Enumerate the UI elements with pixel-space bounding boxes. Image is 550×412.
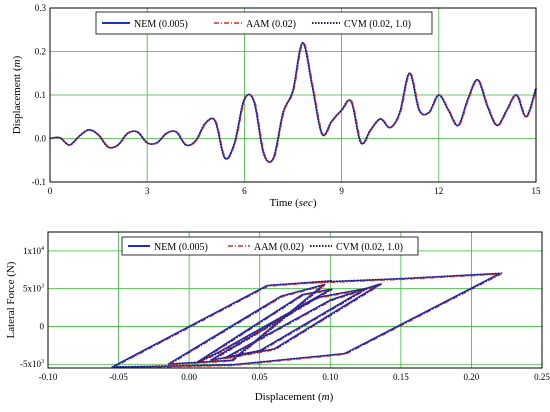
x-tick-label: 0.25 — [534, 372, 550, 382]
y-tick-label: 0 — [40, 321, 45, 331]
y-tick-labels: -5x103 0 5x103 1x104 — [20, 246, 45, 369]
x-axis-label: Time (sec) — [270, 197, 317, 209]
legend-box — [121, 236, 419, 256]
series-line — [49, 41, 537, 164]
legend-label-cvm: CVM (0.02, 1.0) — [336, 242, 403, 253]
legend-label-aam: AAM (0.02) — [254, 242, 304, 253]
x-tick-label: 0.05 — [252, 372, 268, 382]
legend-label-aam: AAM (0.02) — [246, 19, 296, 30]
x-tick-label: 0.15 — [393, 372, 409, 382]
x-tick-label: 0.00 — [181, 372, 197, 382]
series-group — [113, 272, 503, 368]
x-tick-label: 12 — [434, 186, 443, 196]
x-axis-label: Displacement (m) — [255, 391, 334, 403]
inner-loop — [198, 288, 334, 363]
x-tick-label: 3 — [145, 186, 150, 196]
y-tick-label: 1x104 — [23, 246, 44, 256]
x-tick-label: -0.10 — [39, 372, 58, 382]
y-tick-label: 0.0 — [35, 134, 47, 144]
inner-loop — [168, 284, 326, 366]
y-tick-label: -0.1 — [32, 177, 46, 187]
inner-loop — [212, 287, 369, 361]
outer-loop — [113, 272, 503, 368]
y-tick-label: 0.3 — [35, 3, 47, 13]
x-tick-labels: -0.10 -0.05 0.00 0.05 0.10 0.15 0.20 0.25 — [39, 372, 550, 382]
inner-loop — [167, 284, 324, 365]
y-tick-label: -5x103 — [20, 359, 44, 369]
x-tick-label: 0.10 — [322, 372, 338, 382]
x-tick-labels: 0 3 6 9 12 15 — [48, 186, 541, 196]
outer-loop — [111, 272, 501, 368]
y-tick-labels: -0.1 0.0 0.1 0.2 0.3 — [32, 3, 47, 187]
legend-box — [95, 11, 433, 35]
legend-label-cvm: CVM (0.02, 1.0) — [344, 19, 411, 30]
series-line — [49, 42, 537, 163]
series-group — [111, 272, 501, 368]
x-tick-label: 0 — [48, 186, 53, 196]
x-tick-label: 6 — [242, 186, 247, 196]
y-axis-label: Lateral Force (N) — [5, 261, 17, 338]
legend-label-nem: NEM (0.005) — [134, 19, 188, 30]
y-tick-label: 0.1 — [35, 90, 46, 100]
series-line — [50, 42, 538, 163]
plot-frame — [49, 7, 537, 183]
displacement-time-chart: 0 3 6 9 12 15 -0.1 0.0 0.1 0.2 0.3 Time (sec) Dis… — [11, 3, 541, 209]
x-tick-label: 9 — [339, 186, 344, 196]
legend: NEM (0.005) AAM (0.02) CVM (0.02, 1.0) — [121, 236, 419, 256]
y-tick-label: 5x103 — [23, 284, 44, 294]
plot-frame — [47, 231, 543, 369]
x-tick-label: 0.20 — [464, 372, 480, 382]
outer-loop — [112, 273, 502, 369]
y-tick-label: 0.2 — [35, 47, 46, 57]
legend: NEM (0.005) AAM (0.02) CVM (0.02, 1.0) — [95, 11, 433, 35]
hysteresis-loops — [111, 272, 503, 369]
force-displacement-chart: -0.10 -0.05 0.00 0.05 0.10 0.15 0.20 0.25 -5x10… — [5, 231, 550, 403]
legend-label-nem: NEM (0.005) — [154, 242, 208, 253]
x-tick-label: 15 — [532, 186, 542, 196]
series-group — [112, 273, 502, 369]
y-axis-label: Displacement (m) — [11, 55, 23, 134]
series-lines — [49, 41, 538, 164]
inner-loop — [169, 283, 327, 365]
x-tick-label: -0.05 — [109, 372, 128, 382]
